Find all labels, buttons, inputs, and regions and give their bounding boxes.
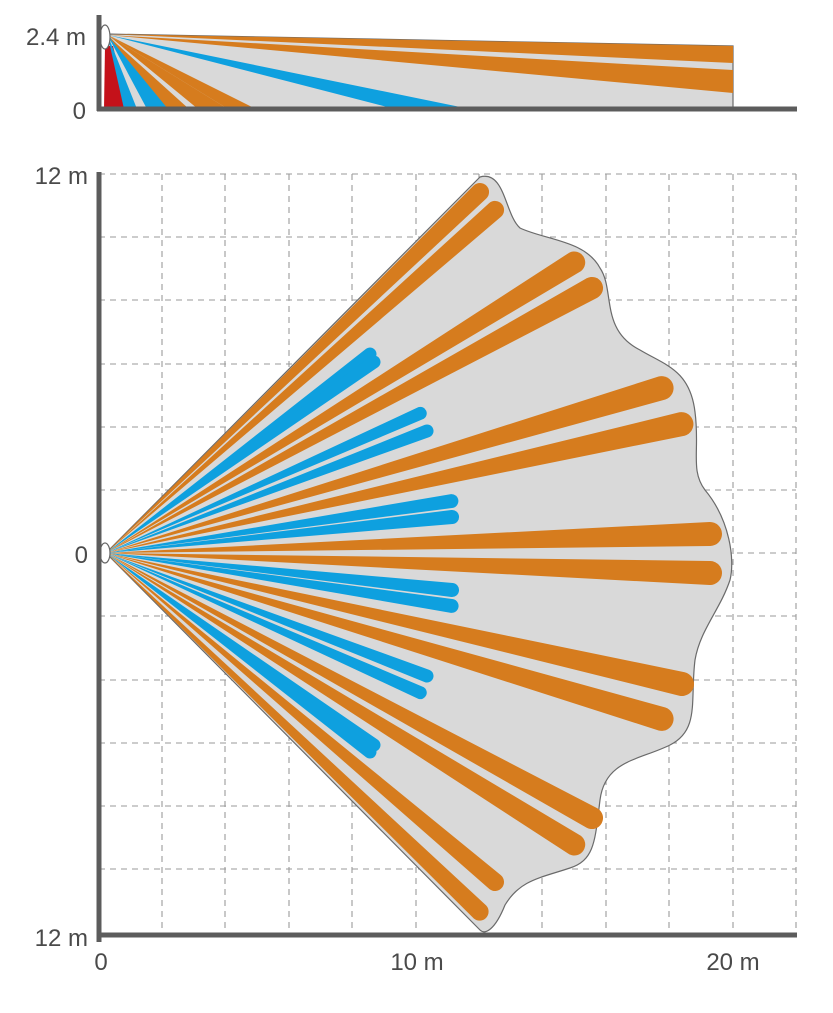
short-range-beam [106,553,377,759]
top-view-y-bottom-label: 12 m [35,925,88,952]
short-range-beam [106,553,459,613]
long-range-beam [106,200,505,553]
long-range-beam [106,251,586,553]
side-view-long-beam [108,36,189,109]
top-view-coverage-area [105,175,733,933]
side-view-short-beam [108,36,137,109]
short-range-beam [106,553,427,700]
side-view-height-label: 2.4 m [26,24,86,51]
long-range-beam [106,553,674,731]
top-view-x-mid-label: 10 m [390,949,443,976]
short-range-beam [106,406,427,553]
short-range-beam [106,355,381,553]
long-range-beam [106,553,723,586]
side-view-long-beam [108,34,733,63]
long-range-beam [106,553,505,892]
short-range-beam [106,347,377,553]
side-view-long-beam [108,35,733,93]
long-range-beam [106,376,674,553]
short-range-beam [106,553,381,752]
side-view-long-beam [108,35,256,109]
side-view-short-beam [108,35,470,109]
short-range-beam [106,553,434,683]
top-view-x-end-label: 20 m [706,949,759,976]
long-range-beam [106,521,723,553]
long-range-beam [106,553,489,921]
long-range-beam [106,553,604,830]
side-view-zero-label: 0 [73,98,86,125]
long-range-beam [106,553,695,697]
top-view-y-top-label: 12 m [35,163,88,190]
short-range-beam [106,553,460,598]
top-view: 12 m 0 12 m 0 10 m 20 m [35,163,797,976]
beams [106,182,723,921]
long-range-beam [106,276,604,553]
top-view-y-zero-label: 0 [75,542,88,569]
top-view-x-zero-label: 0 [94,949,107,976]
long-range-beam [106,553,586,856]
short-range-beam [106,509,460,553]
short-range-beam [106,424,434,553]
long-range-beam [106,412,694,553]
short-range-beam [106,494,459,553]
long-range-beam [106,182,490,554]
side-view: 2.4 m 0 [26,15,797,125]
